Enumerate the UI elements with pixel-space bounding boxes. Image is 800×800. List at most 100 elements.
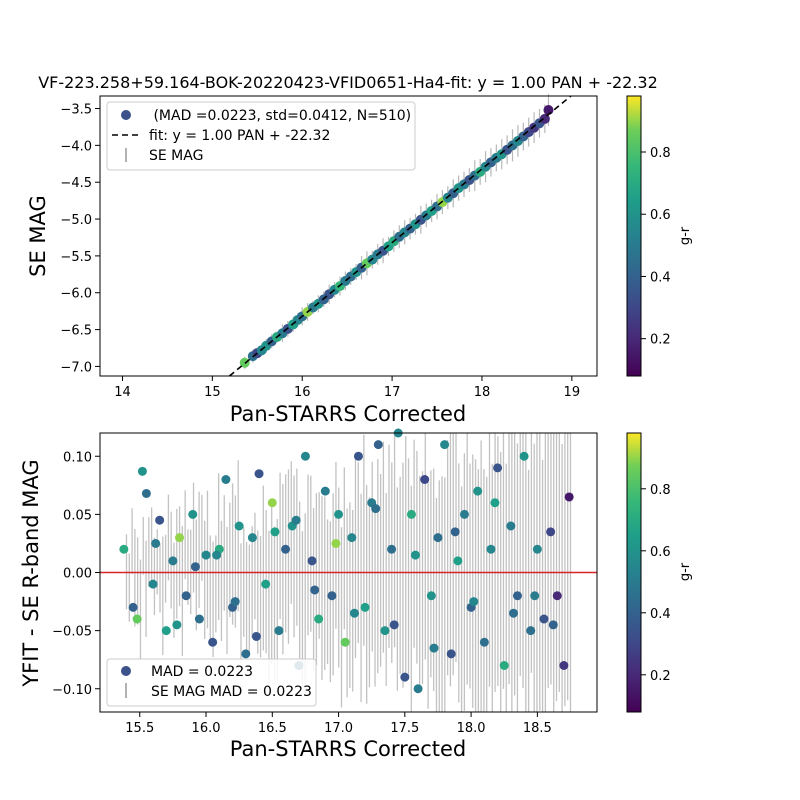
top-y-tick-label: −3.5 <box>60 103 92 118</box>
bottom-error-bars <box>125 433 572 712</box>
bottom-data-point <box>230 597 240 607</box>
bottom-data-point <box>172 620 182 630</box>
bottom-data-point <box>281 544 291 554</box>
top-colorbar-ticks: 0.2 0.4 0.6 0.8 <box>641 146 671 348</box>
bottom-data-point <box>433 533 443 543</box>
top-legend-points-label: (MAD =0.0223, std=0.0412, N=510) <box>149 108 411 124</box>
bottom-data-point <box>254 469 264 479</box>
bottom-y-axis-ticks: 0.10 0.05 0.00 −0.05 −0.10 <box>52 450 100 698</box>
bottom-data-point <box>546 527 556 537</box>
bottom-data-point <box>389 620 399 630</box>
bottom-data-point <box>334 509 344 519</box>
bottom-data-point <box>552 591 562 601</box>
bottom-colorbar-label: g-r <box>678 562 693 581</box>
bottom-data-point <box>453 556 463 566</box>
bottom-y-axis-label: YFIT - SE R-band MAG <box>19 459 43 687</box>
bottom-data-point <box>512 591 522 601</box>
bottom-data-point <box>241 649 251 659</box>
top-x-axis-ticks: 14 15 16 17 18 19 <box>114 376 580 400</box>
bottom-colorbar-gradient <box>626 432 642 713</box>
bottom-legend-points-marker <box>121 666 131 676</box>
bottom-y-tick-label: 0.05 <box>63 508 92 523</box>
colorbar-tick-label: 0.8 <box>650 483 671 498</box>
bottom-legend-box <box>106 658 317 707</box>
bottom-x-tick-label: 15.5 <box>125 721 154 736</box>
bottom-data-point <box>307 556 317 566</box>
bottom-data-point <box>331 538 341 548</box>
bottom-data-point <box>349 608 359 618</box>
top-colorbar: 0.2 0.4 0.6 0.8 g-r <box>626 95 693 377</box>
bottom-data-point <box>132 614 142 624</box>
bottom-data-point <box>190 562 200 572</box>
bottom-data-point <box>532 544 542 554</box>
bottom-data-point <box>327 591 337 601</box>
bottom-data-point <box>548 620 558 630</box>
bottom-data-point <box>380 626 390 636</box>
colorbar-tick-label: 0.8 <box>650 146 671 161</box>
top-plot-frame <box>99 95 598 377</box>
bottom-data-point <box>181 591 191 601</box>
bottom-data-point <box>148 579 158 589</box>
bottom-data-point <box>151 538 161 548</box>
bottom-data-points <box>119 428 574 694</box>
bottom-x-tick-label: 17.0 <box>324 721 353 736</box>
bottom-data-point <box>530 591 540 601</box>
top-y-tick-label: −7.0 <box>60 360 92 375</box>
bottom-colorbar-ticks: 0.2 0.4 0.6 0.8 <box>641 483 671 684</box>
bottom-data-point <box>247 533 257 543</box>
top-x-tick-label: 14 <box>114 385 131 400</box>
bottom-data-point <box>201 550 211 560</box>
bottom-data-point <box>490 498 500 508</box>
bottom-data-point <box>221 475 231 484</box>
bottom-data-point <box>479 637 489 647</box>
top-y-tick-label: −5.0 <box>60 213 92 228</box>
top-legend: (MAD =0.0223, std=0.0412, N=510) fit: y … <box>106 101 416 171</box>
top-x-tick-label: 18 <box>474 385 491 400</box>
top-legend-fit-label: fit: y = 1.00 PAN + -22.32 <box>149 128 330 144</box>
bottom-data-point <box>347 533 357 543</box>
bottom-data-point <box>128 602 138 612</box>
bottom-data-point <box>175 533 185 543</box>
bottom-data-point <box>270 527 280 537</box>
bottom-data-point <box>291 515 301 525</box>
bottom-data-point <box>373 440 383 450</box>
bottom-data-point <box>137 466 147 476</box>
bottom-data-point <box>274 626 284 636</box>
bottom-residual-panel: 15.5 16.0 16.5 17.0 17.5 18.0 18.5 0.10 0.05 0.0… <box>19 428 598 761</box>
bottom-data-point <box>353 451 363 461</box>
bottom-data-point <box>387 544 397 554</box>
bottom-x-axis-ticks: 15.5 16.0 16.5 17.0 17.5 18.0 18.5 <box>125 712 552 736</box>
bottom-data-point <box>486 544 496 554</box>
colorbar-tick-label: 0.2 <box>650 333 671 348</box>
bottom-data-point <box>499 661 509 670</box>
bottom-data-point <box>320 486 330 496</box>
bottom-data-point <box>267 498 277 508</box>
top-chart-title: VF-223.258+59.164-BOK-20220423-VFID0651-… <box>38 73 658 92</box>
top-x-axis-label: Pan-STARRS Corrected <box>230 402 466 426</box>
bottom-data-point <box>155 515 165 525</box>
bottom-data-point <box>119 544 129 554</box>
bottom-x-tick-label: 18.0 <box>457 721 486 736</box>
bottom-data-point <box>519 451 529 461</box>
top-x-tick-label: 16 <box>294 385 311 400</box>
bottom-x-tick-label: 16.5 <box>258 721 287 736</box>
bottom-data-point <box>539 614 549 624</box>
bottom-data-point <box>459 509 469 519</box>
bottom-y-tick-label: 0.10 <box>63 450 92 465</box>
top-colorbar-gradient <box>626 95 642 377</box>
top-y-tick-label: −5.5 <box>60 250 92 265</box>
top-y-tick-label: −6.5 <box>60 324 92 339</box>
bottom-legend-points-label: MAD = 0.0223 <box>151 664 253 680</box>
bottom-data-point <box>371 504 381 514</box>
top-y-tick-label: −6.0 <box>60 287 92 302</box>
bottom-x-tick-label: 18.5 <box>523 721 552 736</box>
bottom-legend-err-label: SE MAG MAD = 0.0223 <box>151 684 312 700</box>
bottom-data-point <box>450 527 460 537</box>
bottom-legend: MAD = 0.0223 SE MAG MAD = 0.0223 <box>106 658 317 707</box>
bottom-y-tick-label: −0.05 <box>52 625 92 640</box>
colorbar-tick-label: 0.4 <box>650 270 671 285</box>
bottom-data-point <box>506 521 516 531</box>
bottom-data-point <box>208 637 218 647</box>
bottom-data-point <box>426 591 436 601</box>
top-colorbar-label: g-r <box>678 226 693 245</box>
